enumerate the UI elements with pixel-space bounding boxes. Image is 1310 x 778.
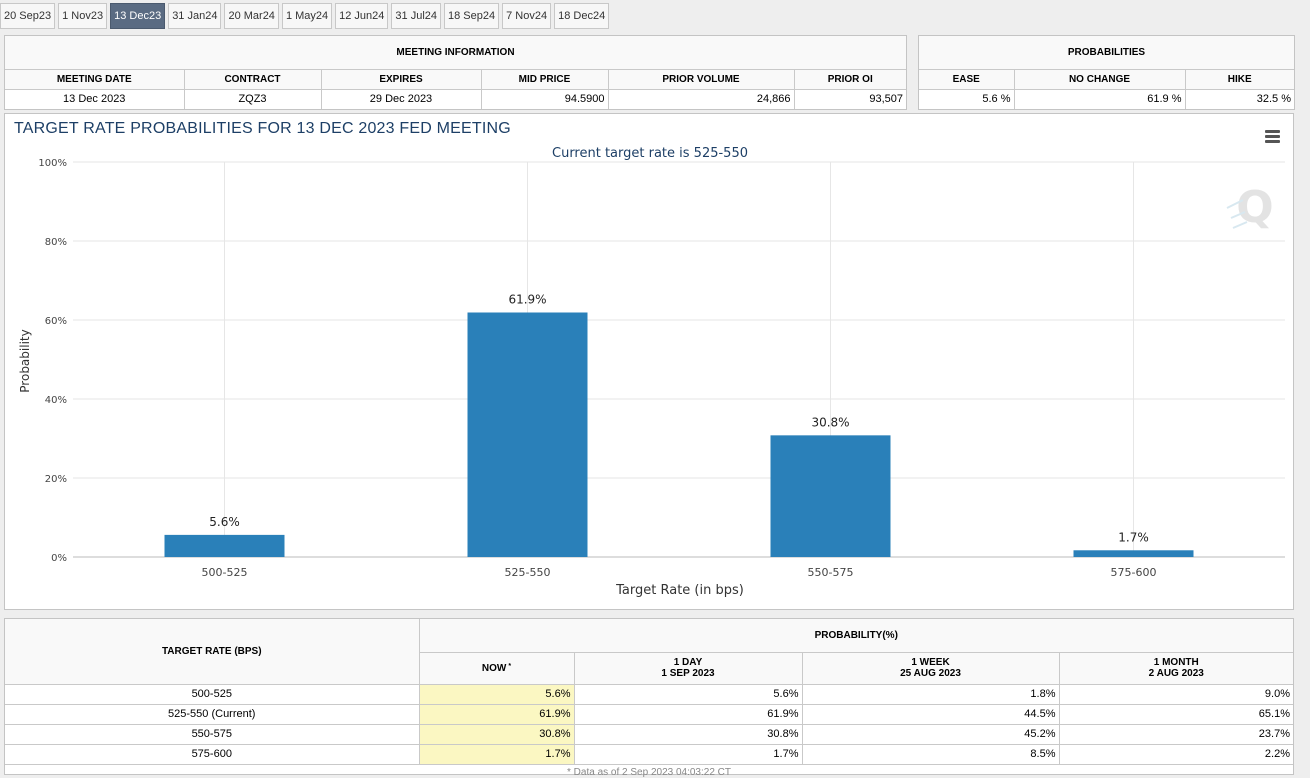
one-day-cell: 30.8% xyxy=(573,723,803,745)
table-row: 500-525 5.6% 5.6% 1.8% 9.0% xyxy=(5,683,1293,705)
y-tick-label: 0% xyxy=(51,553,67,564)
one-month-header: 1 MONTH 2 AUG 2023 xyxy=(1058,651,1293,685)
one-month-cell: 65.1% xyxy=(1058,703,1293,725)
expires-value: 29 Dec 2023 xyxy=(320,88,482,109)
meeting-date-header: MEETING DATE xyxy=(5,68,185,90)
one-month-cell: 2.2% xyxy=(1058,743,1293,765)
now-header: NOW * xyxy=(419,651,575,685)
now-cell: 61.9% xyxy=(418,703,575,725)
hike-header: HIKE xyxy=(1184,68,1294,90)
expires-header: EXPIRES xyxy=(320,68,482,90)
tab-7-nov24[interactable]: 7 Nov24 xyxy=(502,3,552,29)
y-axis-title: Probability xyxy=(18,329,32,392)
rate-cell: 575-600 xyxy=(5,743,420,765)
table-row: 550-575 30.8% 30.8% 45.2% 23.7% xyxy=(5,723,1293,745)
bar-550-575 xyxy=(770,435,891,557)
one-day-cell: 61.9% xyxy=(573,703,803,725)
tab-20-mar24[interactable]: 20 Mar24 xyxy=(224,3,279,29)
chart-subtitle: Current target rate is 525-550 xyxy=(552,146,748,161)
rate-cell: 500-525 xyxy=(5,683,420,705)
probability-group-header: PROBABILITY(%) xyxy=(418,619,1293,653)
rate-cell: 525-550 (Current) xyxy=(5,703,420,725)
bar-525-550 xyxy=(467,312,588,557)
ease-header: EASE xyxy=(919,68,1015,90)
one-week-cell: 1.8% xyxy=(801,683,1060,705)
tab-20-sep23[interactable]: 20 Sep23 xyxy=(0,3,56,29)
prior-volume-value: 24,866 xyxy=(607,88,795,109)
one-month-cell: 23.7% xyxy=(1058,723,1293,745)
probability-table-panel: TARGET RATE (BPS) PROBABILITY(%) NOW * 1 … xyxy=(4,618,1294,778)
table-row: 575-600 1.7% 1.7% 8.5% 2.2% xyxy=(5,743,1293,765)
probability-bar-chart: Current target rate is 525-550 Q 0% 20% 40… xyxy=(18,146,1285,598)
y-tick-label: 40% xyxy=(45,395,67,406)
tab-1-nov23[interactable]: 1 Nov23 xyxy=(58,3,108,29)
data-label-500-525: 5.6% xyxy=(209,515,240,529)
one-day-header: 1 DAY 1 SEP 2023 xyxy=(573,651,803,685)
now-cell: 30.8% xyxy=(418,723,575,745)
one-week-cell: 45.2% xyxy=(801,723,1060,745)
one-day-cell: 5.6% xyxy=(573,683,803,705)
prior-oi-value: 93,507 xyxy=(793,88,906,109)
x-tick-label-575-600: 575-600 xyxy=(1111,566,1157,579)
one-week-cell: 8.5% xyxy=(801,743,1060,765)
meeting-date-tabs: 20 Sep23 1 Nov23 13 Dec23 31 Jan24 20 Ma… xyxy=(0,3,610,29)
data-label-575-600: 1.7% xyxy=(1118,530,1149,544)
target-rate-header: TARGET RATE (BPS) xyxy=(5,619,420,685)
tab-12-jun24[interactable]: 12 Jun24 xyxy=(335,3,389,29)
probabilities-title: PROBABILITIES xyxy=(919,36,1294,70)
y-tick-label: 20% xyxy=(45,474,67,485)
y-tick-label: 80% xyxy=(45,237,67,248)
contract-value: ZQZ3 xyxy=(183,88,322,109)
tab-31-jan24[interactable]: 31 Jan24 xyxy=(168,3,222,29)
x-tick-label-500-525: 500-525 xyxy=(202,566,248,579)
tab-13-dec23[interactable]: 13 Dec23 xyxy=(110,3,166,29)
contract-header: CONTRACT xyxy=(183,68,322,90)
data-label-550-575: 30.8% xyxy=(811,415,849,429)
bar-500-525 xyxy=(164,534,285,557)
hike-value: 32.5 % xyxy=(1184,88,1294,109)
one-week-header: 1 WEEK 25 AUG 2023 xyxy=(801,651,1060,685)
meeting-information-title: MEETING INFORMATION xyxy=(5,36,906,70)
bar-575-600 xyxy=(1073,550,1194,557)
data-timestamp-note: * Data as of 2 Sep 2023 04:03:22 CT xyxy=(567,766,731,778)
now-cell: 5.6% xyxy=(418,683,575,705)
q-logo-icon: Q xyxy=(1226,182,1274,233)
mid-price-value: 94.5900 xyxy=(480,88,609,109)
rate-cell: 550-575 xyxy=(5,723,420,745)
mid-price-header: MID PRICE xyxy=(480,68,609,90)
hamburger-menu-icon[interactable] xyxy=(1265,130,1280,145)
tab-18-dec24[interactable]: 18 Dec24 xyxy=(554,3,610,29)
one-month-cell: 9.0% xyxy=(1058,683,1293,705)
prior-oi-header: PRIOR OI xyxy=(793,68,906,90)
x-tick-label-525-550: 525-550 xyxy=(505,566,551,579)
prior-volume-header: PRIOR VOLUME xyxy=(607,68,795,90)
y-tick-label: 100% xyxy=(38,158,67,169)
y-tick-label: 60% xyxy=(45,316,67,327)
tab-31-jul24[interactable]: 31 Jul24 xyxy=(391,3,441,29)
meeting-information-panel: MEETING INFORMATION MEETING DATE CONTRAC… xyxy=(4,35,907,110)
one-day-cell: 1.7% xyxy=(573,743,803,765)
tab-1-may24[interactable]: 1 May24 xyxy=(281,3,333,29)
no-change-header: NO CHANGE xyxy=(1013,68,1186,90)
x-axis-title: Target Rate (in bps) xyxy=(615,583,744,598)
data-label-525-550: 61.9% xyxy=(508,292,546,306)
chart-title: TARGET RATE PROBABILITIES FOR 13 DEC 202… xyxy=(14,120,511,137)
x-tick-label-550-575: 550-575 xyxy=(808,566,854,579)
table-row: 525-550 (Current) 61.9% 61.9% 44.5% 65.1… xyxy=(5,703,1293,725)
one-week-cell: 44.5% xyxy=(801,703,1060,725)
now-cell: 1.7% xyxy=(418,743,575,765)
ease-value: 5.6 % xyxy=(919,88,1015,109)
watermark-letter: Q xyxy=(1236,182,1273,233)
no-change-value: 61.9 % xyxy=(1013,88,1186,109)
meeting-date-value: 13 Dec 2023 xyxy=(5,88,185,109)
tab-18-sep24[interactable]: 18 Sep24 xyxy=(444,3,500,29)
probabilities-panel: PROBABILITIES EASE NO CHANGE HIKE 5.6 % … xyxy=(918,35,1295,110)
chart-panel: Current target rate is 525-550 Q 0% 20% 40… xyxy=(4,113,1294,610)
